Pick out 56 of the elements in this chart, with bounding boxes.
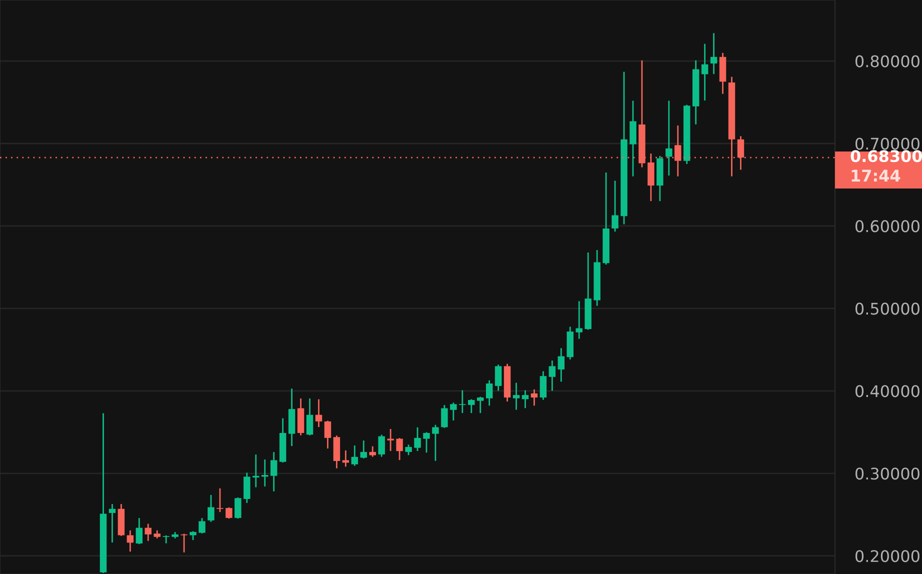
y-tick-label: 0.50000 <box>856 302 920 315</box>
candlestick <box>387 428 394 451</box>
candlestick <box>666 100 672 176</box>
candlestick <box>576 301 582 339</box>
candlestick <box>351 445 358 466</box>
y-tick-label: 0.70000 <box>856 138 920 150</box>
candlestick <box>450 402 457 420</box>
candlestick <box>244 472 250 503</box>
candlestick <box>226 507 232 519</box>
y-tick-label: 0.60000 <box>856 220 920 232</box>
candlestick <box>126 530 134 552</box>
candlestick <box>136 518 143 544</box>
y-tick-label: 0.20000 <box>856 550 920 562</box>
candlestick <box>342 450 350 467</box>
candlestick <box>405 444 412 456</box>
candlestick <box>324 420 332 449</box>
candlestick <box>630 100 636 176</box>
candlestick <box>270 452 278 492</box>
candlestick <box>441 405 448 428</box>
candlestick <box>486 380 493 406</box>
candlestick <box>558 348 565 382</box>
candlestick <box>234 497 242 519</box>
candlestick <box>414 427 421 451</box>
ref-line-label: 0.68300 <box>850 150 922 162</box>
candlestick <box>540 371 547 400</box>
candlestick <box>459 390 466 414</box>
candlestick <box>252 454 260 488</box>
candlestick <box>162 535 170 544</box>
candlestick <box>423 432 430 453</box>
candlestick <box>208 494 214 522</box>
candlestick <box>144 524 152 541</box>
candlestick <box>710 33 718 74</box>
candlestick <box>530 389 538 406</box>
candlestick <box>396 438 403 460</box>
candlestick <box>476 396 484 414</box>
candlestick <box>512 382 520 410</box>
y-tick-label: 0.30000 <box>856 468 920 480</box>
candlestick <box>216 488 224 512</box>
candlestick <box>198 518 206 534</box>
candlestick <box>522 390 529 408</box>
y-tick-label: 0.40000 <box>856 385 920 398</box>
candlestick <box>548 360 556 391</box>
candlestick <box>360 440 367 458</box>
candlestick <box>378 434 385 457</box>
text: 17:44 <box>852 170 900 182</box>
y-tick-label: 0.80000 <box>856 55 920 68</box>
candlestick <box>333 436 340 468</box>
candlestick <box>494 364 502 391</box>
candlestick <box>612 180 618 232</box>
candlestick <box>306 398 314 436</box>
candlestick <box>468 399 475 414</box>
candlestick <box>315 399 322 428</box>
candlestick <box>108 504 116 543</box>
candlestick <box>369 446 376 457</box>
candlestick <box>701 44 708 100</box>
candlestick <box>432 424 439 461</box>
